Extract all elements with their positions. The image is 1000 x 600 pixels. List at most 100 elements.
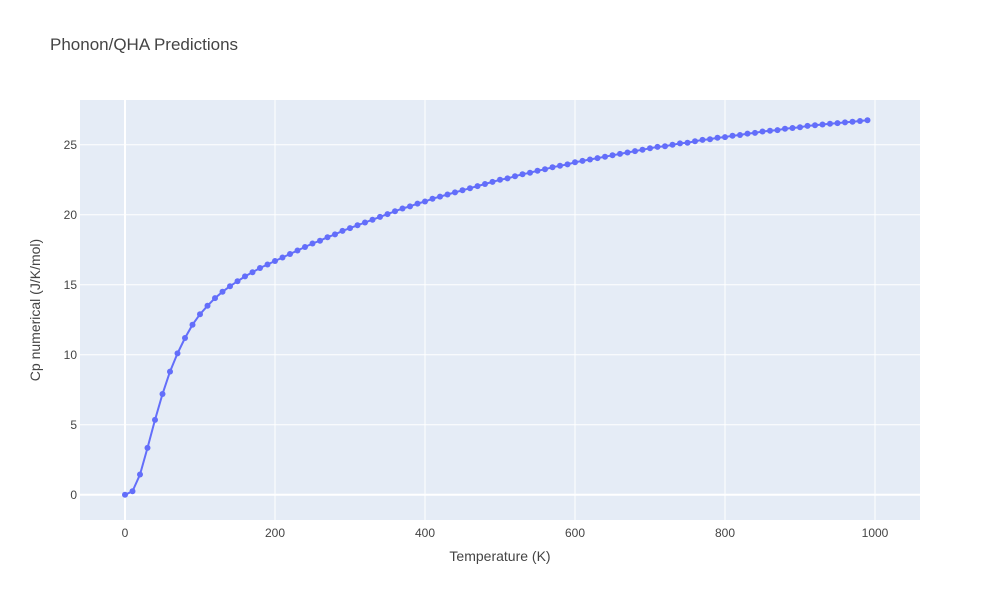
data-point xyxy=(422,198,428,205)
data-point xyxy=(819,121,826,128)
plot-area xyxy=(80,100,920,520)
data-point xyxy=(842,119,848,126)
data-point xyxy=(834,120,841,127)
data-point xyxy=(722,134,728,141)
data-point xyxy=(512,173,518,180)
data-point xyxy=(594,155,601,162)
data-point xyxy=(602,153,608,160)
data-point xyxy=(197,311,203,318)
y-axis-ticks: 0 5 10 15 20 25 xyxy=(64,138,78,502)
data-point xyxy=(264,261,271,268)
data-point xyxy=(684,139,691,146)
y-tick-label: 25 xyxy=(64,138,78,152)
data-point xyxy=(279,254,286,261)
data-point xyxy=(797,124,803,131)
data-point xyxy=(129,488,136,495)
data-point xyxy=(677,140,683,147)
data-point xyxy=(317,237,323,244)
data-point xyxy=(249,269,256,276)
chart-title: Phonon/QHA Predictions xyxy=(50,35,238,54)
data-point xyxy=(632,148,638,155)
data-point xyxy=(302,244,308,250)
data-point xyxy=(542,166,548,173)
data-point xyxy=(444,191,451,198)
data-point xyxy=(692,138,698,145)
data-point xyxy=(857,118,863,124)
data-point xyxy=(234,278,241,285)
x-tick-label: 1000 xyxy=(862,526,889,540)
data-point xyxy=(699,136,706,143)
data-point xyxy=(587,156,593,163)
data-point xyxy=(662,143,668,150)
data-point xyxy=(609,152,616,159)
x-tick-label: 0 xyxy=(122,526,129,540)
data-point xyxy=(414,200,421,207)
data-point xyxy=(242,273,248,280)
data-point xyxy=(347,225,353,232)
data-point xyxy=(137,471,143,478)
data-point xyxy=(729,132,736,139)
data-point xyxy=(654,143,661,150)
data-point xyxy=(452,189,458,196)
data-point xyxy=(384,211,391,218)
data-point xyxy=(557,162,563,169)
data-point xyxy=(504,175,511,182)
x-tick-label: 200 xyxy=(265,526,285,540)
data-point xyxy=(752,129,758,136)
data-point xyxy=(362,219,368,226)
x-tick-label: 800 xyxy=(715,526,735,540)
series-group xyxy=(122,117,871,498)
y-axis-title: Cp numerical (J/K/mol) xyxy=(27,239,43,381)
data-point xyxy=(549,164,556,171)
data-point xyxy=(849,118,856,125)
data-point xyxy=(767,127,773,134)
data-point xyxy=(572,159,578,166)
data-point xyxy=(152,416,158,423)
data-point xyxy=(369,216,376,223)
data-point xyxy=(564,161,571,168)
data-point xyxy=(467,185,473,192)
x-tick-label: 600 xyxy=(565,526,585,540)
data-point xyxy=(332,231,338,238)
data-point xyxy=(219,288,226,295)
data-point xyxy=(707,136,713,143)
data-point xyxy=(437,193,443,200)
data-point xyxy=(804,122,811,129)
data-point xyxy=(429,195,436,202)
y-tick-label: 20 xyxy=(64,208,78,222)
data-point xyxy=(189,321,196,328)
data-point xyxy=(527,169,533,176)
data-point xyxy=(324,234,331,241)
data-point xyxy=(174,350,181,357)
series-line xyxy=(124,119,868,496)
data-point xyxy=(144,444,151,451)
data-point xyxy=(459,187,466,194)
x-tick-label: 400 xyxy=(415,526,435,540)
data-point xyxy=(482,181,488,187)
data-point xyxy=(309,240,316,247)
data-point xyxy=(714,134,721,141)
y-tick-label: 15 xyxy=(64,278,78,292)
data-point xyxy=(212,295,218,302)
data-point xyxy=(827,120,833,127)
data-point xyxy=(354,222,361,229)
data-point xyxy=(294,247,301,254)
data-point xyxy=(474,183,481,190)
data-point xyxy=(647,145,653,152)
data-point xyxy=(407,203,413,210)
data-point xyxy=(339,227,346,234)
data-point xyxy=(639,146,646,153)
data-point xyxy=(167,368,173,375)
y-tick-label: 5 xyxy=(70,418,77,432)
data-point xyxy=(257,265,263,271)
data-point xyxy=(159,391,166,397)
data-point xyxy=(204,302,211,309)
data-point xyxy=(624,149,631,156)
data-point xyxy=(182,335,188,341)
data-point xyxy=(497,176,503,183)
data-point xyxy=(617,150,623,157)
data-point xyxy=(519,171,526,178)
y-tick-label: 0 xyxy=(70,488,77,502)
data-point xyxy=(534,167,541,174)
